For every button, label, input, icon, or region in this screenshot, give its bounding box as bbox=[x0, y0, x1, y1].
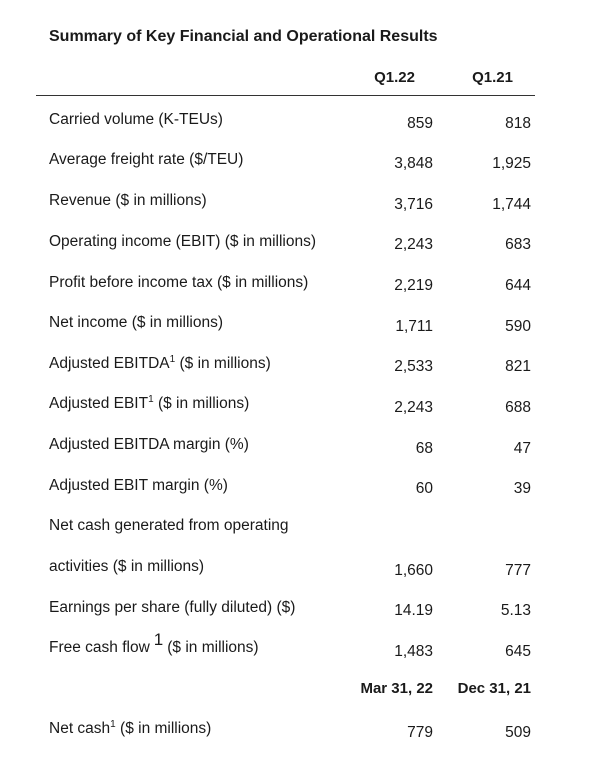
row-label-carried-volume: Carried volume (K-TEUs) bbox=[49, 111, 223, 128]
row-value-adjusted-ebitda-margin-q1-22: 68 bbox=[415, 440, 433, 457]
row-value-carried-volume-q1-22: 859 bbox=[407, 115, 433, 132]
row-value-carried-volume-q1-21: 818 bbox=[505, 115, 531, 132]
row-value-adjusted-ebitda-q1-22: 2,533 bbox=[394, 358, 433, 375]
row-value-adjusted-ebit-q1-22: 2,243 bbox=[394, 399, 433, 416]
row-label-revenue: Revenue ($ in millions) bbox=[49, 192, 207, 209]
row-value-adjusted-ebitda-margin-q1-21: 47 bbox=[513, 440, 531, 457]
row-value-adjusted-ebit-q1-21: 688 bbox=[505, 399, 531, 416]
row-value-adjusted-ebit-margin-q1-22: 60 bbox=[415, 480, 433, 497]
column-header-mar-31-22: Mar 31, 22 bbox=[360, 680, 433, 697]
footnote-marker: 1 bbox=[153, 630, 164, 649]
column-header-q1-21: Q1.21 bbox=[472, 69, 513, 86]
row-label-net-cash-operating-line1: Net cash generated from operating bbox=[49, 517, 289, 534]
row-value-operating-income-q1-22: 2,243 bbox=[394, 236, 433, 253]
table-title: Summary of Key Financial and Operational… bbox=[49, 28, 438, 45]
row-label-net-cash: Net cash1 ($ in millions) bbox=[49, 719, 212, 738]
row-value-average-freight-rate-q1-22: 3,848 bbox=[394, 155, 433, 172]
row-label-adjusted-ebit: Adjusted EBIT1 ($ in millions) bbox=[49, 394, 250, 413]
row-value-net-income-q1-21: 590 bbox=[505, 318, 531, 335]
row-value-earnings-per-share-q1-22: 14.19 bbox=[394, 602, 433, 619]
row-label-adjusted-ebitda: Adjusted EBITDA1 ($ in millions) bbox=[49, 354, 271, 373]
row-label-net-cash-operating-line2: activities ($ in millions) bbox=[49, 558, 205, 575]
row-value-average-freight-rate-q1-21: 1,925 bbox=[492, 155, 531, 172]
row-value-profit-before-tax-q1-22: 2,219 bbox=[394, 277, 433, 294]
header-divider bbox=[36, 95, 535, 96]
column-header-q1-22: Q1.22 bbox=[374, 69, 415, 86]
row-label-earnings-per-share: Earnings per share (fully diluted) ($) bbox=[49, 599, 296, 616]
row-label-adjusted-ebitda-margin: Adjusted EBITDA margin (%) bbox=[49, 436, 249, 453]
row-value-adjusted-ebit-margin-q1-21: 39 bbox=[513, 480, 531, 497]
row-label-adjusted-ebit-margin: Adjusted EBIT margin (%) bbox=[49, 477, 228, 494]
column-header-dec-31-21: Dec 31, 21 bbox=[457, 680, 531, 697]
row-value-revenue-q1-21: 1,744 bbox=[492, 196, 531, 213]
row-value-free-cash-flow-q1-21: 645 bbox=[505, 643, 531, 660]
row-value-net-cash-operating-q1-22: 1,660 bbox=[394, 562, 433, 579]
footnote-marker: 1 bbox=[169, 354, 176, 365]
row-value-net-income-q1-22: 1,711 bbox=[395, 318, 433, 335]
row-value-operating-income-q1-21: 683 bbox=[505, 236, 531, 253]
footnote-marker: 1 bbox=[148, 394, 154, 405]
row-value-net-cash-mar-31-22: 779 bbox=[407, 724, 433, 741]
row-value-net-cash-dec-31-21: 509 bbox=[505, 724, 531, 741]
row-label-profit-before-tax: Profit before income tax ($ in millions) bbox=[49, 274, 309, 291]
row-value-free-cash-flow-q1-22: 1,483 bbox=[394, 643, 433, 660]
row-value-earnings-per-share-q1-21: 5.13 bbox=[500, 602, 531, 619]
row-value-profit-before-tax-q1-21: 644 bbox=[505, 277, 531, 294]
row-value-revenue-q1-22: 3,716 bbox=[394, 196, 433, 213]
row-label-free-cash-flow: Free cash flow 1 ($ in millions) bbox=[49, 630, 259, 656]
row-label-average-freight-rate: Average freight rate ($/TEU) bbox=[49, 151, 244, 168]
row-label-operating-income: Operating income (EBIT) ($ in millions) bbox=[49, 233, 317, 250]
row-value-adjusted-ebitda-q1-21: 821 bbox=[505, 358, 531, 375]
row-value-net-cash-operating-q1-21: 777 bbox=[505, 562, 531, 579]
row-label-net-income: Net income ($ in millions) bbox=[49, 314, 223, 331]
footnote-marker: 1 bbox=[110, 719, 116, 730]
